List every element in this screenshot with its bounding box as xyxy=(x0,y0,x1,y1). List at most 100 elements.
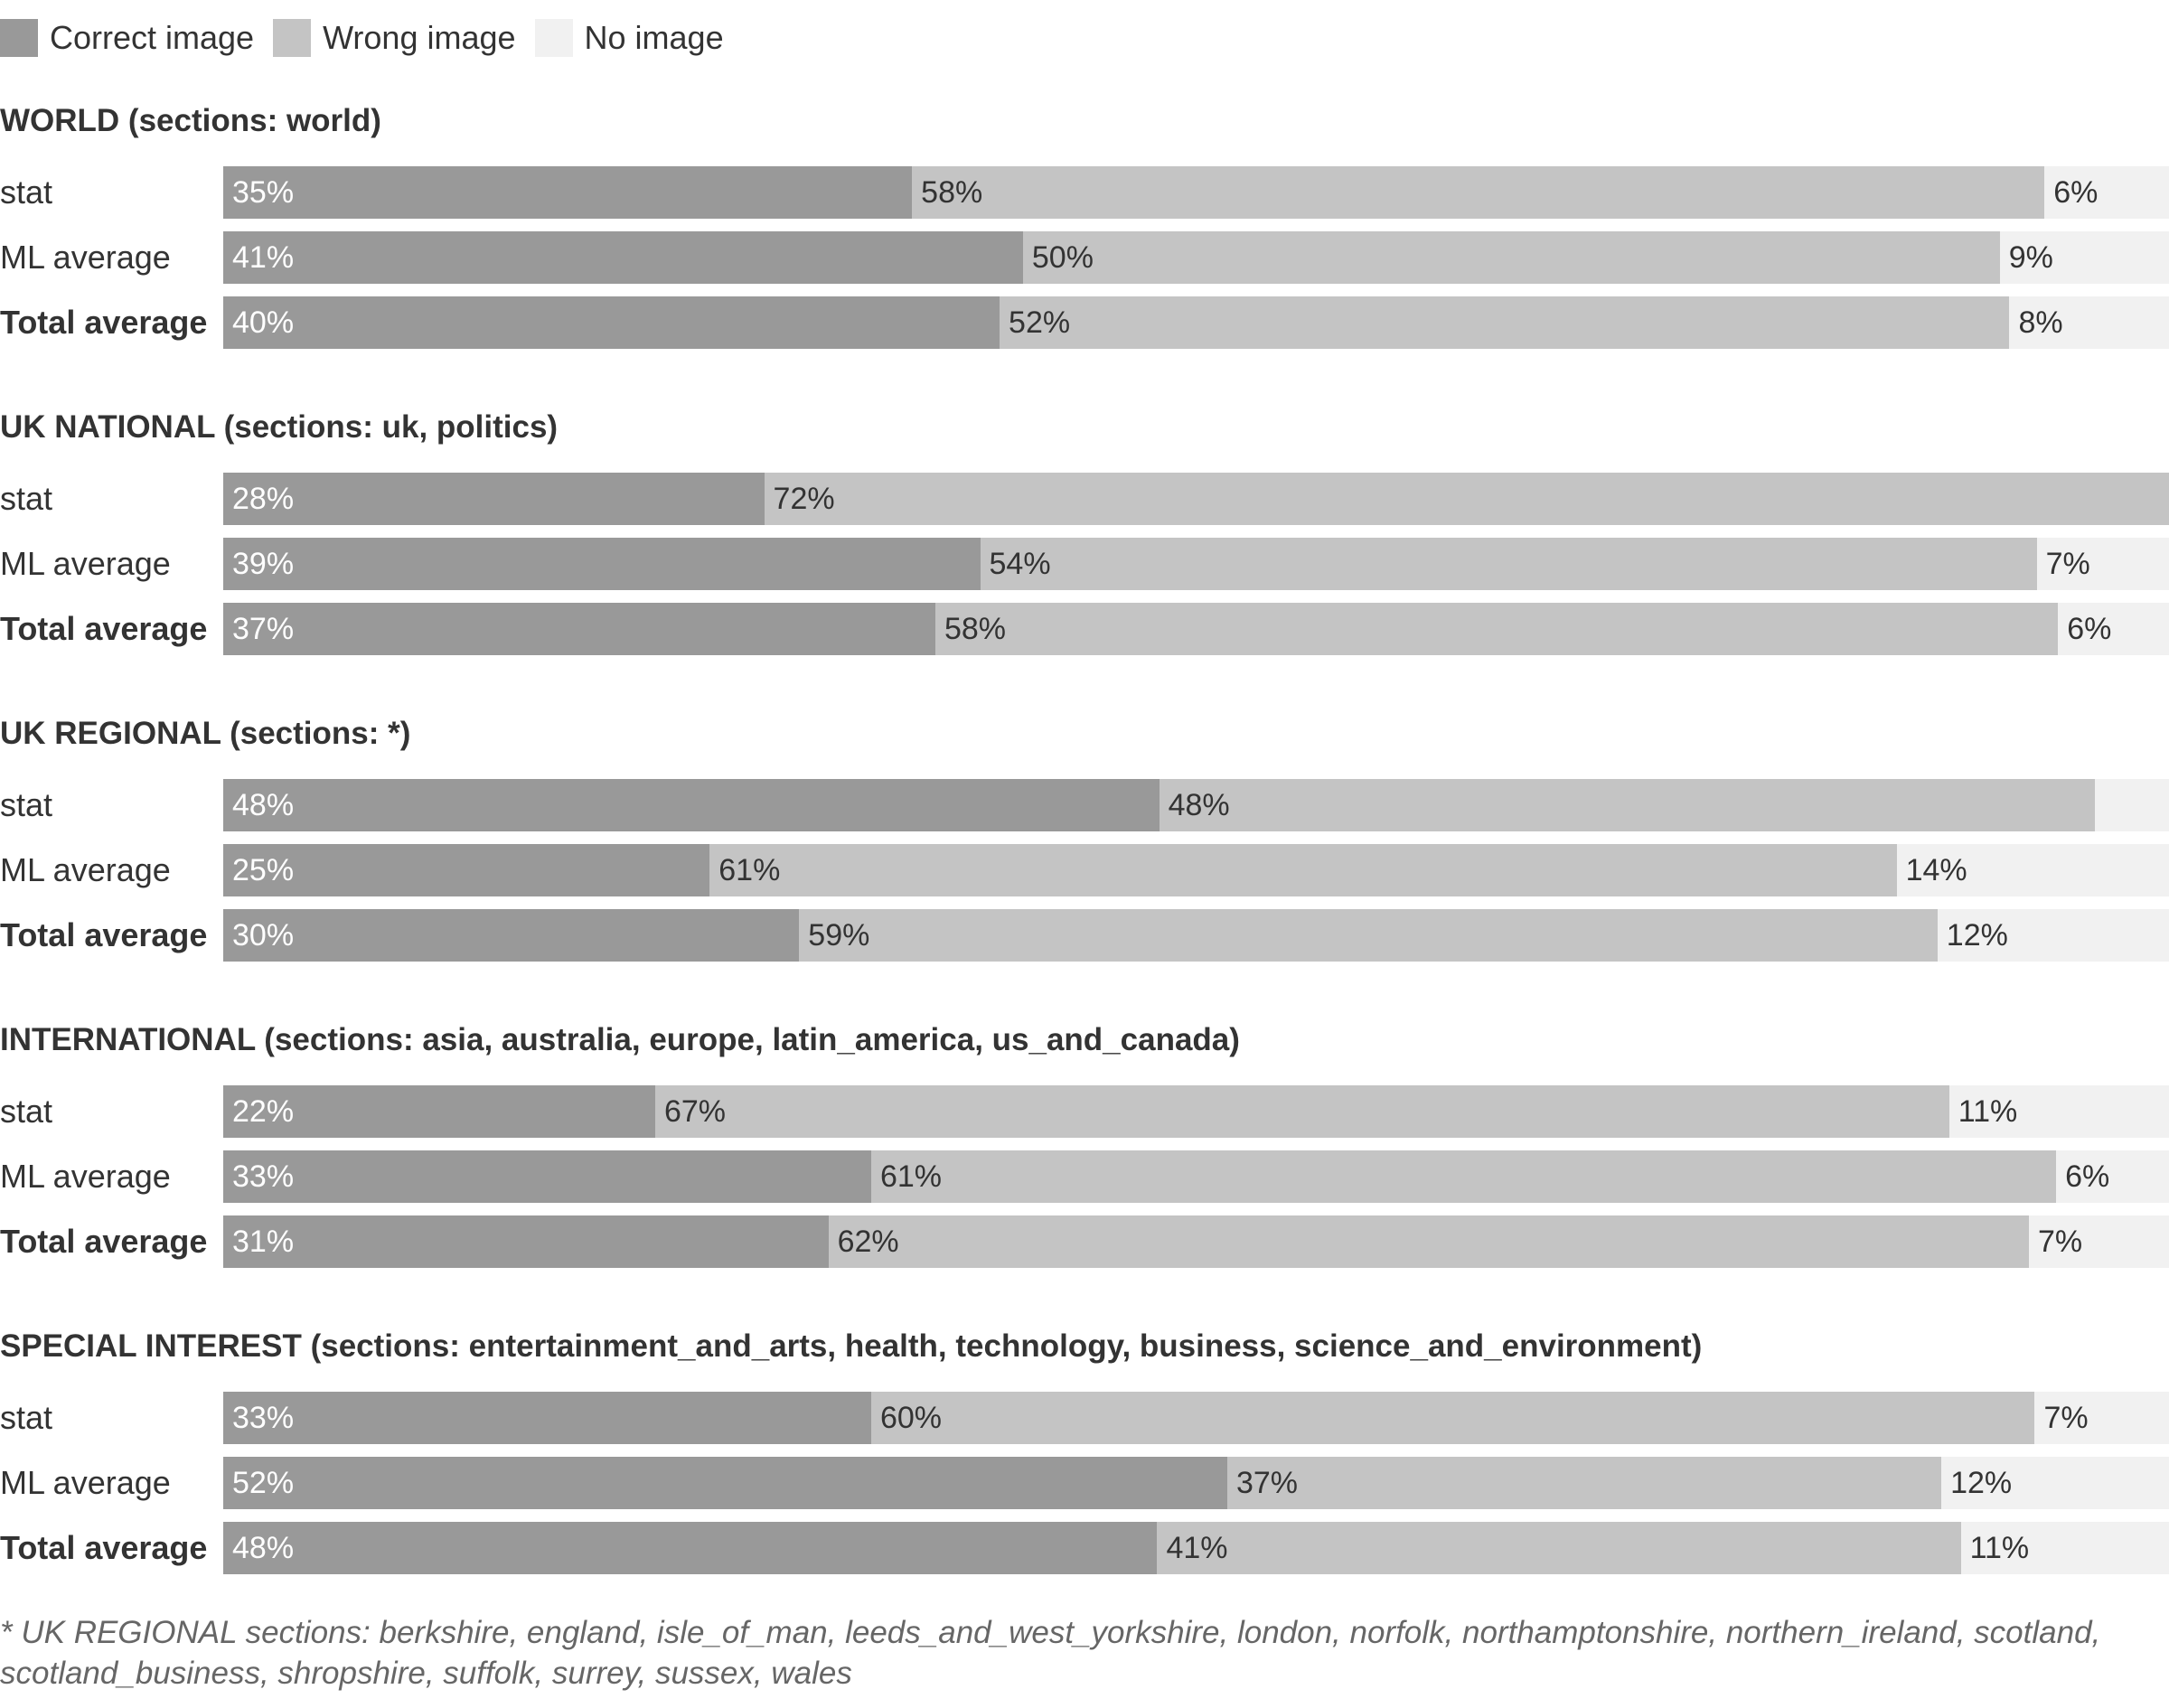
data-label-none: 6% xyxy=(2053,175,2099,210)
bar-segment-correct xyxy=(223,231,1023,284)
data-label-correct: 41% xyxy=(232,240,295,275)
data-label-none: 7% xyxy=(2037,1225,2083,1259)
data-label-wrong: 41% xyxy=(1166,1531,1228,1565)
bar-segment-wrong xyxy=(654,1085,1949,1138)
row-label: ML average xyxy=(0,851,171,888)
bar-segment-wrong xyxy=(1000,296,2010,349)
data-label-none: 6% xyxy=(2065,1159,2110,1194)
group-title: UK NATIONAL (sections: uk, politics) xyxy=(0,409,559,445)
row-label: ML average xyxy=(0,1464,171,1501)
data-label-correct: 48% xyxy=(232,788,295,822)
group-title: SPECIAL INTEREST (sections: entertainmen… xyxy=(0,1328,1703,1364)
data-label-wrong: 50% xyxy=(1031,240,1094,275)
chart-legend: Correct image Wrong image No image xyxy=(0,16,743,60)
bar-segment-none xyxy=(2095,779,2169,831)
row-label: Total average xyxy=(0,610,208,647)
row-label: stat xyxy=(0,1093,53,1130)
legend-entry-none: No image xyxy=(534,19,724,57)
bar-segment-wrong xyxy=(709,844,1897,896)
bar-track: 31% 62% 7% xyxy=(223,1215,2169,1268)
data-label-none: 6% xyxy=(2067,612,2112,646)
data-label-wrong: 72% xyxy=(773,482,835,516)
bar-segment-wrong xyxy=(1226,1457,1942,1509)
bar-segment-correct xyxy=(223,473,765,525)
data-label-none: 7% xyxy=(2043,1401,2089,1435)
group-title: UK REGIONAL (sections: *) xyxy=(0,716,411,751)
bar-segment-wrong xyxy=(870,1392,2035,1444)
bar-segment-correct xyxy=(223,603,935,655)
bar-track: 39% 54% 7% xyxy=(223,538,2169,590)
bar-segment-correct xyxy=(223,1150,871,1203)
bar-segment-none xyxy=(1941,1457,2169,1509)
bar-segment-wrong xyxy=(1157,1522,1961,1574)
row-label: ML average xyxy=(0,545,171,582)
bar-segment-correct xyxy=(223,1392,871,1444)
data-label-correct: 39% xyxy=(232,547,295,581)
bar-segment-none xyxy=(2034,1392,2169,1444)
bar-segment-none xyxy=(1896,844,2169,896)
row-label: Total average xyxy=(0,1223,208,1260)
data-label-correct: 25% xyxy=(232,853,295,887)
bar-segment-none xyxy=(1960,1522,2169,1574)
data-label-wrong: 52% xyxy=(1009,305,1071,340)
data-label-none: 14% xyxy=(1905,853,1967,887)
chart-footnote: * UK REGIONAL sections: berkshire, engla… xyxy=(0,1615,2101,1691)
bar-segment-none xyxy=(2044,166,2169,219)
data-label-wrong: 37% xyxy=(1235,1466,1298,1500)
data-label-wrong: 62% xyxy=(837,1225,899,1259)
data-label-correct: 22% xyxy=(232,1094,295,1129)
row-label: Total average xyxy=(0,1529,208,1566)
data-label-wrong: 67% xyxy=(663,1094,727,1129)
row-label: ML average xyxy=(0,1158,171,1195)
bar-segment-wrong xyxy=(912,166,2045,219)
bar-track: 41% 50% 9% xyxy=(223,231,2169,284)
bar-segment-correct xyxy=(223,779,1160,831)
bar-segment-correct xyxy=(223,909,800,962)
bar-segment-none xyxy=(2056,1150,2169,1203)
bar-segment-correct xyxy=(223,296,1000,349)
data-label-none: 11% xyxy=(1969,1531,2030,1565)
data-label-wrong: 61% xyxy=(879,1159,942,1194)
row-label: ML average xyxy=(0,239,171,276)
data-label-correct: 52% xyxy=(232,1466,295,1500)
group-title: WORLD (sections: world) xyxy=(0,103,381,138)
bar-segment-correct xyxy=(223,1522,1158,1574)
legend-label-wrong: Wrong image xyxy=(323,19,516,56)
data-label-none: 7% xyxy=(2045,547,2090,581)
legend-swatch-none xyxy=(534,19,573,57)
data-label-wrong: 54% xyxy=(989,547,1051,581)
data-label-none: 11% xyxy=(1958,1094,2018,1129)
data-label-wrong: 58% xyxy=(944,612,1007,646)
bar-segment-wrong xyxy=(934,603,2059,655)
bar-segment-wrong xyxy=(1022,231,2000,284)
legend-swatch-correct xyxy=(0,19,38,57)
bar-segment-none xyxy=(1948,1085,2169,1138)
legend-entry-correct: Correct image xyxy=(0,19,254,57)
data-label-correct: 30% xyxy=(232,918,295,953)
row-label: stat xyxy=(0,1399,53,1436)
data-label-correct: 33% xyxy=(232,1401,295,1435)
data-label-correct: 28% xyxy=(232,482,295,516)
bar-track: 48% 48% xyxy=(223,779,2169,831)
bar-track: 30% 59% 12% xyxy=(223,909,2169,962)
row-label: Total average xyxy=(0,916,208,953)
bar-track: 22% 67% 11% xyxy=(223,1085,2169,1138)
bar-track: 35% 58% 6% xyxy=(223,166,2169,219)
data-label-none: 8% xyxy=(2018,305,2063,340)
row-label: Total average xyxy=(0,304,208,341)
row-label: stat xyxy=(0,480,53,517)
row-label: stat xyxy=(0,174,53,211)
bar-segment-wrong xyxy=(828,1215,2029,1268)
data-label-correct: 40% xyxy=(232,305,295,340)
bar-segment-none xyxy=(1937,909,2169,962)
bar-track: 52% 37% 12% xyxy=(223,1457,2169,1509)
bar-segment-wrong xyxy=(764,473,2169,525)
data-label-correct: 48% xyxy=(232,1531,295,1565)
data-label-correct: 31% xyxy=(232,1225,295,1259)
data-label-correct: 33% xyxy=(232,1159,295,1194)
bar-segment-correct xyxy=(223,538,981,590)
bar-track: 25% 61% 14% xyxy=(223,844,2169,896)
bar-track: 37% 58% 6% xyxy=(223,603,2169,655)
bar-track: 33% 60% 7% xyxy=(223,1392,2169,1444)
bar-segment-wrong xyxy=(1159,779,2096,831)
